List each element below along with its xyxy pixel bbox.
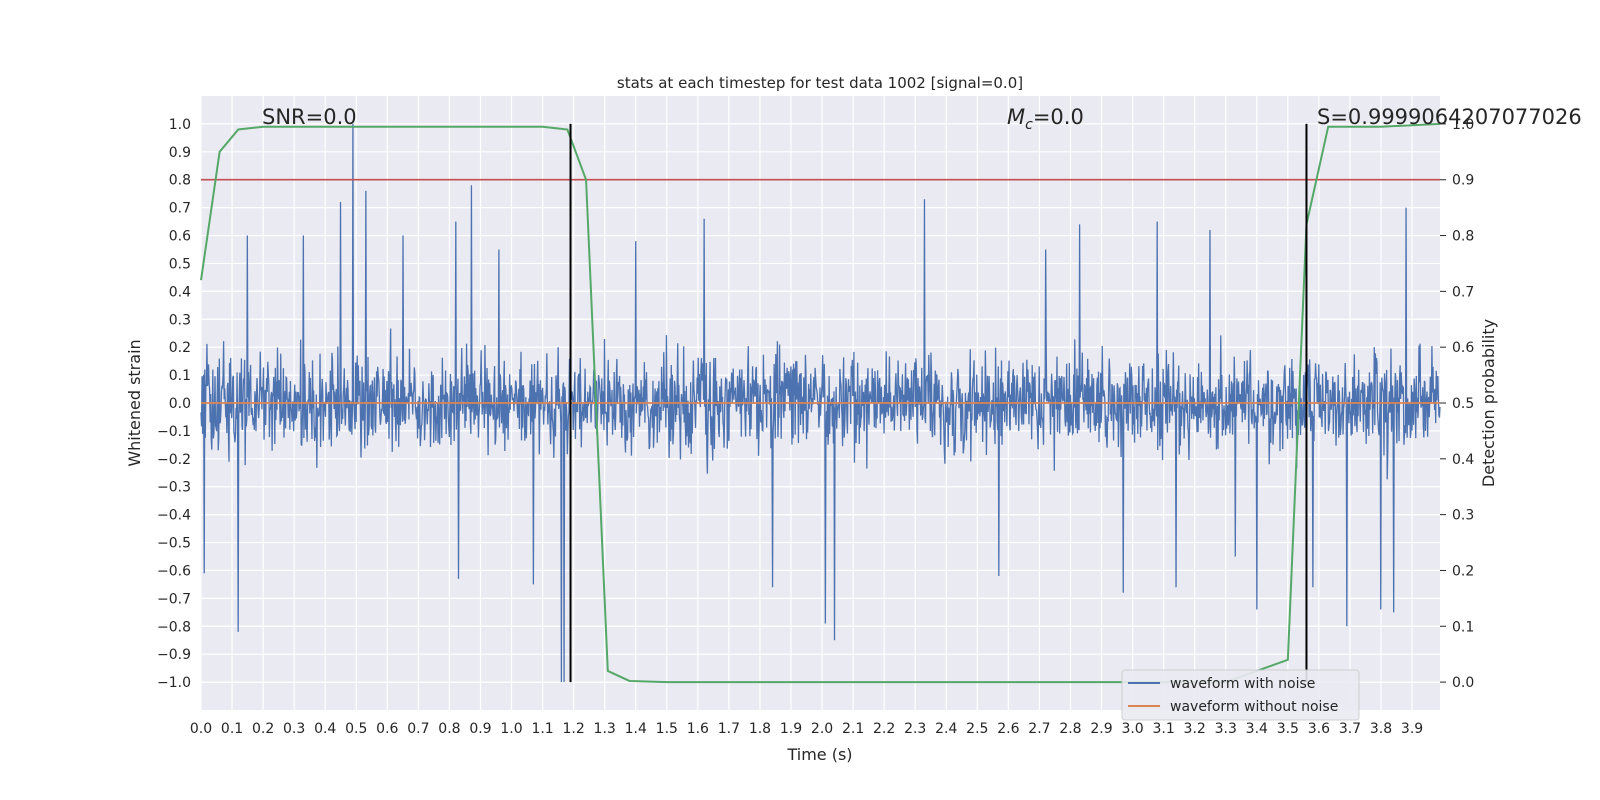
x-tick-label: 0.8 xyxy=(438,721,460,737)
x-tick-label: 0.7 xyxy=(407,721,429,737)
s-annotation: S=0.9999064207077026 xyxy=(1317,105,1582,129)
y-tick-label: −0.8 xyxy=(157,619,191,635)
x-tick-label: 0.9 xyxy=(469,721,491,737)
y-tick-label: 0.3 xyxy=(169,312,191,328)
y-axis-label: Whitened strain xyxy=(125,339,144,466)
x-tick-label: 3.0 xyxy=(1121,721,1143,737)
x-tick-label: 1.6 xyxy=(687,721,709,737)
y-tick-label: 0.2 xyxy=(169,340,191,356)
x-tick-label: 2.2 xyxy=(873,721,895,737)
x-tick-label: 2.7 xyxy=(1028,721,1050,737)
x-tick-labels: 0.0 0.1 0.2 0.3 0.4 0.5 0.6 0.7 0.8 0.9 1.0 1.1 1.2 1… xyxy=(190,721,1423,737)
x-tick-label: 0.2 xyxy=(252,721,274,737)
x-axis-label: Time (s) xyxy=(786,745,852,764)
y2-tick-label: 0.5 xyxy=(1452,396,1474,412)
y-tick-label: −0.3 xyxy=(157,480,191,496)
x-tick-label: 1.4 xyxy=(625,721,647,737)
y-tick-label: −0.4 xyxy=(157,508,191,524)
y-tick-label: 0.7 xyxy=(169,201,191,217)
y-tick-label: 0.0 xyxy=(169,396,191,412)
y2-tick-label: 0.0 xyxy=(1452,675,1474,691)
x-tick-label: 3.4 xyxy=(1246,721,1268,737)
x-tick-label: 3.2 xyxy=(1184,721,1206,737)
y-tick-label: −0.7 xyxy=(157,591,191,607)
x-tick-label: 0.3 xyxy=(283,721,305,737)
y-tick-label: −0.1 xyxy=(157,424,191,440)
y2-tick-label: 0.4 xyxy=(1452,452,1474,468)
x-tick-label: 0.1 xyxy=(221,721,243,737)
y2-tick-label: 0.9 xyxy=(1452,173,1474,189)
y-tick-label: 0.4 xyxy=(169,284,191,300)
series-detection-probability xyxy=(200,122,1441,684)
mc-annotation: Mc=0.0 xyxy=(1007,105,1084,133)
x-tick-label: 1.1 xyxy=(531,721,553,737)
y2-tick-label: 0.1 xyxy=(1452,619,1474,635)
x-tick-label: 3.3 xyxy=(1215,721,1237,737)
chart-title: stats at each timestep for test data 100… xyxy=(617,74,1023,92)
y2-axis-label: Detection probability xyxy=(1479,319,1498,487)
legend-label-clean: waveform without noise xyxy=(1170,699,1338,715)
x-tick-label: 1.3 xyxy=(594,721,616,737)
y2-tick-label: 0.6 xyxy=(1452,340,1474,356)
x-tick-label: 2.4 xyxy=(935,721,957,737)
y-tick-label: −0.2 xyxy=(157,452,191,468)
y2-tick-label: 0.3 xyxy=(1452,508,1474,524)
y-tick-label: 1.0 xyxy=(169,117,191,133)
y-tick-label: −0.5 xyxy=(157,536,191,552)
x-tick-label: 3.6 xyxy=(1308,721,1330,737)
x-tick-label: 0.4 xyxy=(314,721,336,737)
snr-annotation: SNR=0.0 xyxy=(262,105,357,129)
x-tick-label: 2.6 xyxy=(997,721,1019,737)
y-tick-label: 0.6 xyxy=(169,229,191,245)
legend-label-noise: waveform with noise xyxy=(1170,676,1315,692)
y-tick-label: −1.0 xyxy=(157,675,191,691)
x-tick-label: 0.5 xyxy=(345,721,367,737)
y-tick-label: 0.9 xyxy=(169,145,191,161)
legend-box xyxy=(1121,669,1360,721)
y-tick-labels: 1.0 0.9 0.8 0.7 0.6 0.5 0.4 0.3 0.2 0.1 0.0 −0.1 −0.… xyxy=(157,117,191,691)
x-tick-label: 1.2 xyxy=(562,721,584,737)
x-tick-label: 1.5 xyxy=(656,721,678,737)
x-tick-label: 0.6 xyxy=(376,721,398,737)
legend: waveform with noise waveform without noi… xyxy=(1121,669,1360,721)
x-tick-label: 3.1 xyxy=(1152,721,1174,737)
y2-tick-label: 0.7 xyxy=(1452,284,1474,300)
x-tick-label: 3.9 xyxy=(1401,721,1423,737)
y-tick-label: −0.9 xyxy=(157,647,191,663)
y-tick-label: 0.8 xyxy=(169,173,191,189)
x-tick-label: 1.9 xyxy=(780,721,802,737)
x-tick-label: 1.8 xyxy=(749,721,771,737)
x-tick-label: 1.7 xyxy=(718,721,740,737)
x-tick-label: 3.5 xyxy=(1277,721,1299,737)
x-tick-label: 0.0 xyxy=(190,721,212,737)
y2-tick-label: 1.0 xyxy=(1452,117,1474,133)
mc-symbol: M xyxy=(1007,105,1025,129)
x-tick-label: 2.3 xyxy=(904,721,926,737)
x-tick-label: 3.7 xyxy=(1339,721,1361,737)
y-tick-label: 0.5 xyxy=(169,256,191,272)
y-tick-label: 0.1 xyxy=(169,368,191,384)
mc-value: =0.0 xyxy=(1033,105,1084,129)
lines xyxy=(200,122,1441,684)
x-tick-label: 2.9 xyxy=(1090,721,1112,737)
y2-tick-labels: 1.0 0.9 0.8 0.7 0.6 0.5 0.4 0.3 0.2 0.1 0.0 xyxy=(1452,117,1474,691)
x-tick-label: 2.8 xyxy=(1059,721,1081,737)
x-tick-label: 2.0 xyxy=(811,721,833,737)
x-tick-label: 2.5 xyxy=(966,721,988,737)
x-tick-label: 1.0 xyxy=(500,721,522,737)
y-tick-label: −0.6 xyxy=(157,563,191,579)
x-tick-label: 2.1 xyxy=(842,721,864,737)
x-tick-label: 3.8 xyxy=(1370,721,1392,737)
mc-subscript: c xyxy=(1025,117,1033,133)
y2-tick-label: 0.8 xyxy=(1452,229,1474,245)
y2-tick-label: 0.2 xyxy=(1452,563,1474,579)
